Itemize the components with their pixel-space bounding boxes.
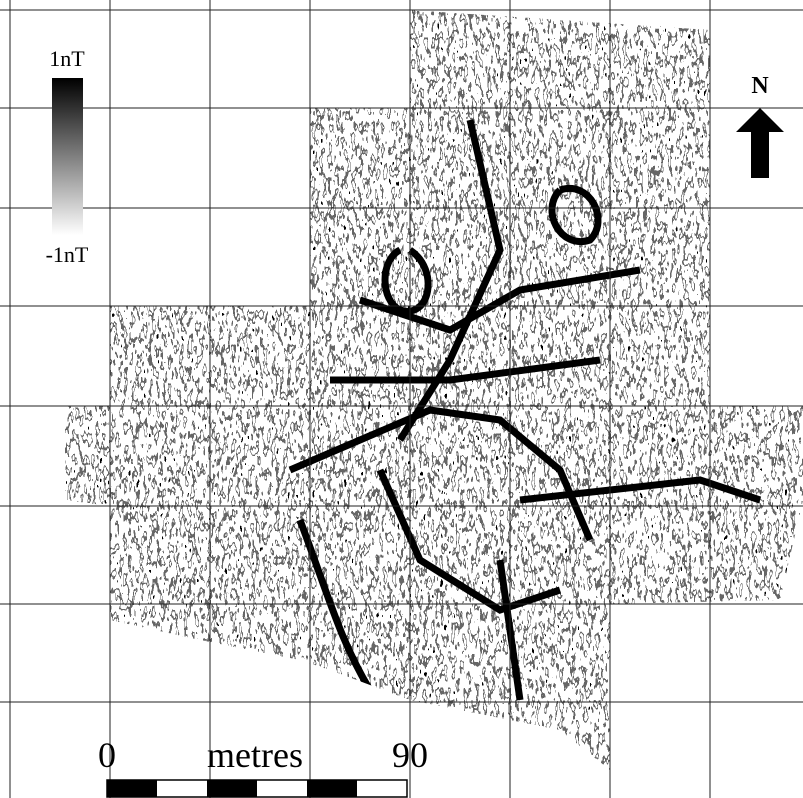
legend-max-label: 1nT [49, 46, 85, 71]
north-arrow: N [736, 73, 784, 178]
legend-min-label: -1nT [46, 242, 89, 267]
legend: 1nT -1nT [46, 46, 89, 267]
north-label: N [751, 73, 769, 99]
legend-gradient [52, 78, 83, 235]
scale-start: 0 [98, 735, 116, 775]
scale-unit: metres [207, 735, 303, 775]
survey-map: 1nT -1nT N 0 metres 90 [0, 0, 803, 798]
survey-data [0, 0, 803, 798]
scale-end: 90 [392, 735, 428, 775]
scale-bar: 0 metres 90 [98, 735, 428, 797]
north-arrow-shape [736, 108, 784, 178]
